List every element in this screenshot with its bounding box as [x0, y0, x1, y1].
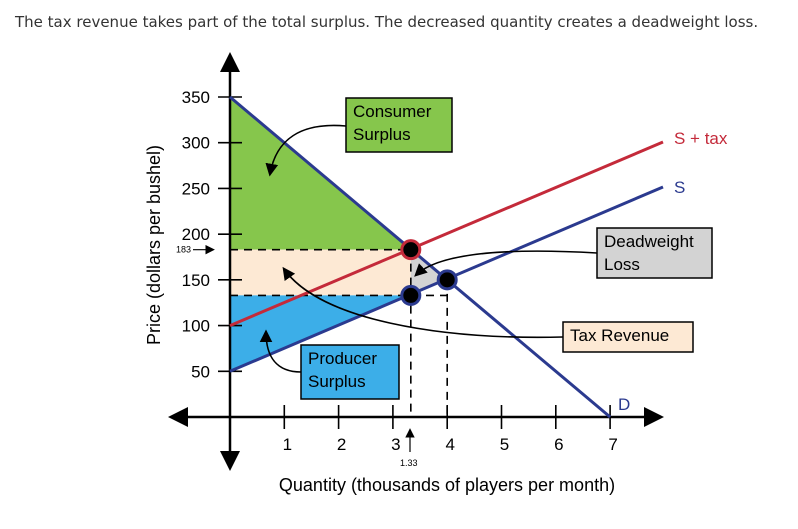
supply-label: S: [674, 178, 685, 197]
y-tick-label: 50: [191, 362, 210, 381]
price-183-marker-label: 183: [176, 245, 191, 255]
x-tick-label: 3: [391, 435, 400, 454]
deadweight-loss-annotation: Deadweight Loss: [414, 227, 713, 279]
y-tick-label: 150: [182, 271, 210, 290]
deadweight-loss-pointer: [414, 250, 598, 277]
x-tick-label: 6: [554, 435, 563, 454]
quantity-133-marker-label: 1.33: [400, 458, 418, 468]
annotation-line: Consumer: [353, 102, 432, 121]
x-tick-label: 7: [608, 435, 617, 454]
x-ticks: 1 2 3 4 5 6 7: [283, 405, 618, 454]
x-tick-label: 2: [337, 435, 346, 454]
deadweight-loss-label: Deadweight Loss: [604, 232, 694, 274]
tax-revenue-box: [562, 321, 694, 353]
annotation-line: Tax Revenue: [570, 326, 669, 345]
tax-revenue-pointer: [282, 266, 564, 339]
tax-revenue-annotation: Tax Revenue: [282, 266, 694, 353]
demand-label: D: [618, 395, 630, 414]
annotation-line: Deadweight: [604, 232, 694, 251]
consumer-surplus-pointer: [265, 124, 347, 177]
buyer-price-point: [400, 239, 422, 261]
consumer-surplus-annotation: Consumer Surplus: [265, 97, 453, 177]
y-tick-label: 250: [182, 179, 210, 198]
y-ticks: 50 100 150 200 250 300 350: [182, 88, 242, 381]
page-caption: The tax revenue takes part of the total …: [15, 13, 759, 31]
demand-curve: [229, 95, 612, 419]
annotation-line: Loss: [604, 255, 640, 274]
tax-revenue-label: Tax Revenue: [570, 326, 669, 345]
producer-surplus-label: Producer Surplus: [308, 349, 377, 391]
producer-surplus-box: [300, 344, 400, 400]
consumer-surplus-box: [345, 97, 453, 153]
annotation-line: Producer: [308, 349, 377, 368]
supply-plus-tax-curve: [229, 140, 664, 327]
y-tick-label: 100: [182, 317, 210, 336]
y-tick-label: 300: [182, 134, 210, 153]
supply-plus-tax-label: S + tax: [674, 129, 728, 148]
tax-revenue-region: [230, 249, 411, 296]
y-axis-title: Price (dollars per bushel): [144, 145, 164, 345]
y-tick-label: 200: [182, 225, 210, 244]
deadweight-loss-region: [410, 249, 448, 296]
producer-surplus-pointer: [259, 329, 302, 373]
x-tick-label: 5: [500, 435, 509, 454]
producer-surplus-annotation: Producer Surplus: [259, 329, 400, 400]
y-tick-label: 350: [182, 88, 210, 107]
consumer-surplus-label: Consumer Surplus: [353, 102, 432, 144]
annotation-line: Surplus: [353, 125, 411, 144]
equilibrium-point: [436, 269, 458, 291]
x-tick-label: 4: [445, 435, 454, 454]
x-tick-label: 1: [283, 435, 292, 454]
annotation-line: Surplus: [308, 372, 366, 391]
seller-price-point: [400, 284, 422, 306]
deadweight-loss-box: [596, 227, 713, 279]
x-axis-title: Quantity (thousands of players per month…: [279, 475, 615, 495]
